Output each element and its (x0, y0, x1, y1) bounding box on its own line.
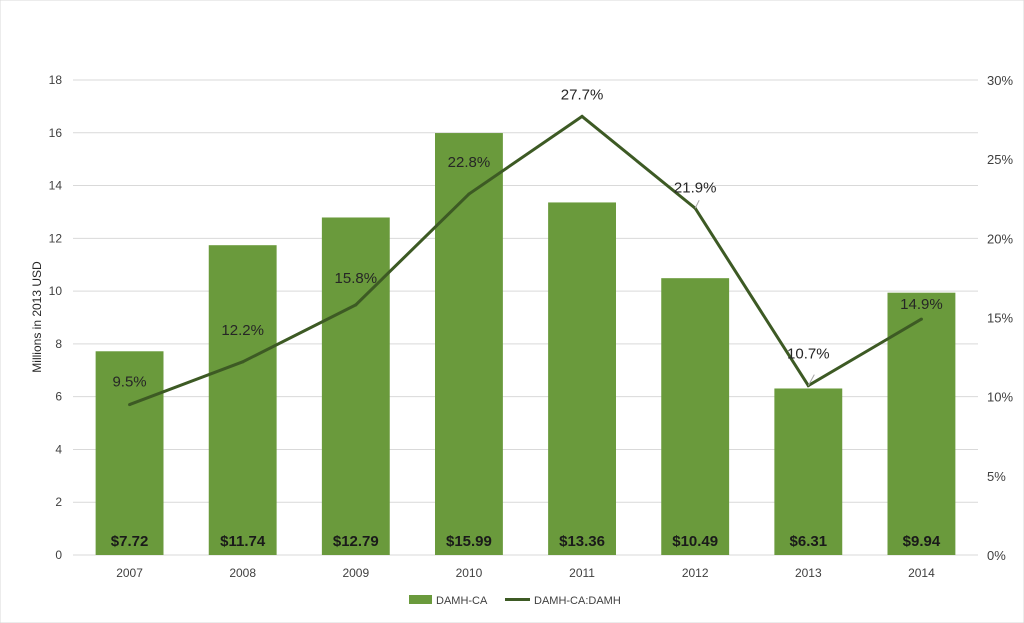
y-right-tick-label: 0% (987, 548, 1006, 563)
y-axis-title: Millions in 2013 USD (30, 261, 44, 373)
bar (661, 278, 730, 555)
line-data-label: 22.8% (448, 154, 491, 171)
x-tick-label: 2008 (229, 566, 256, 580)
bar-data-label: $7.72 (111, 533, 149, 550)
y-tick-label: 4 (55, 442, 62, 456)
bar (321, 217, 390, 555)
x-tick-label: 2009 (342, 566, 369, 580)
bar (95, 351, 164, 555)
bar (887, 292, 956, 555)
y-right-tick-label: 25% (987, 152, 1013, 167)
y-right-tick-label: 15% (987, 311, 1013, 326)
series-line (129, 114, 923, 406)
x-tick-label: 2013 (795, 566, 822, 580)
bar-data-label: $6.31 (790, 533, 828, 550)
bar-data-label: $10.49 (672, 533, 718, 550)
y-tick-label: 10 (49, 284, 63, 298)
y-right-tick-label: 30% (987, 73, 1013, 88)
legend-bar-swatch (409, 595, 432, 604)
line-data-label: 15.8% (335, 270, 378, 287)
x-tick-label: 2007 (116, 566, 143, 580)
line-series (128, 114, 923, 407)
label-leader-line (807, 374, 815, 386)
bar-series (95, 133, 956, 555)
bar-data-label: $11.74 (220, 533, 266, 550)
y-tick-label: 12 (49, 231, 63, 245)
legend-line-label: DAMH-CA:DAMH (534, 595, 621, 607)
line-data-label: 27.7% (561, 86, 604, 103)
axes: 0 2 4 6 8 10 12 14 16 18 0% 5% 10% 15% 20% 25% 30% 2007 20… (49, 73, 1014, 580)
y-right-tick-label: 20% (987, 231, 1013, 246)
line-point (128, 403, 132, 407)
line-data-label: 12.2% (221, 322, 264, 339)
line-point (580, 114, 584, 118)
line-data-label: 21.9% (674, 179, 717, 196)
y-tick-label: 16 (49, 126, 63, 140)
x-tick-label: 2010 (456, 566, 483, 580)
line-point (354, 303, 358, 307)
line-point (919, 317, 923, 321)
y-tick-label: 2 (55, 495, 62, 509)
bar (208, 245, 277, 555)
y-right-tick-label: 10% (987, 390, 1013, 405)
bar (435, 133, 503, 555)
line-point (467, 192, 471, 196)
bar-data-label: $15.99 (446, 533, 492, 550)
y-tick-label: 6 (55, 390, 62, 404)
x-tick-label: 2011 (569, 566, 595, 580)
line-point (241, 360, 245, 364)
bar-data-label: $9.94 (903, 533, 941, 550)
line-data-label: 9.5% (112, 374, 146, 391)
data-labels: $7.72 $11.74 $12.79 $15.99 $13.36 $10.49 $6.31… (111, 86, 943, 550)
label-leader-line (694, 200, 700, 209)
line-data-label: 14.9% (900, 296, 943, 313)
x-tick-label: 2012 (682, 566, 709, 580)
bar-data-label: $12.79 (333, 533, 379, 550)
legend: DAMH-CA DAMH-CA:DAMH (409, 595, 621, 607)
y-tick-label: 8 (55, 337, 62, 351)
x-tick-label: 2014 (908, 566, 935, 580)
y-right-tick-label: 5% (987, 469, 1006, 484)
line-data-label: 10.7% (787, 346, 830, 363)
y-tick-label: 18 (49, 73, 63, 87)
y-tick-label: 14 (49, 179, 63, 193)
bar-data-label: $13.36 (559, 533, 605, 550)
y-tick-label: 0 (55, 548, 62, 562)
bar (774, 388, 843, 555)
legend-bar-label: DAMH-CA (436, 595, 488, 607)
bar (548, 202, 616, 555)
